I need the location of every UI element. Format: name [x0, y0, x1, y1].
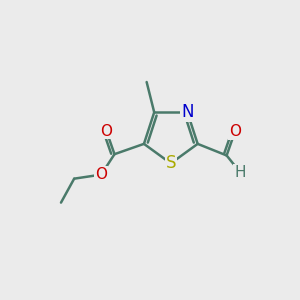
Text: O: O [95, 167, 107, 182]
Text: H: H [234, 165, 246, 180]
Text: O: O [229, 124, 241, 139]
Text: O: O [100, 124, 112, 139]
Text: N: N [181, 103, 194, 121]
Text: S: S [166, 154, 176, 172]
